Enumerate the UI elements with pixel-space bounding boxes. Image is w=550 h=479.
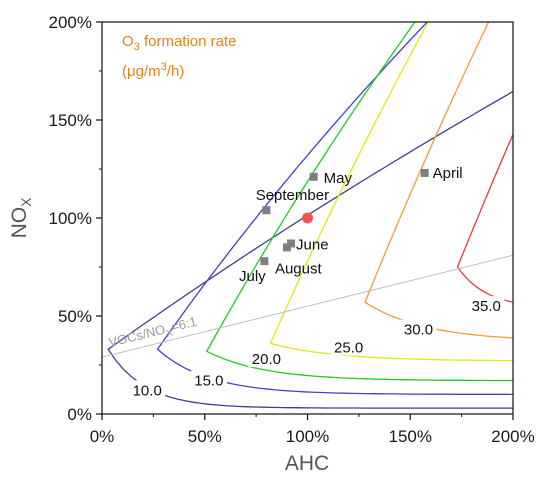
- ratio-line: [102, 254, 513, 358]
- y-tick-label: 50%: [58, 307, 92, 326]
- reference-point: [302, 212, 313, 224]
- month-label-june: June: [296, 236, 329, 253]
- month-label-april: April: [433, 165, 463, 182]
- contour-15.0: [156, 22, 513, 396]
- contour-label: 15.0: [194, 373, 223, 390]
- x-tick-label: 150%: [389, 427, 432, 446]
- month-label-may: May: [324, 170, 353, 187]
- ratio-line-label: VOCs/NOX=6:1: [107, 314, 199, 354]
- contour-label-bg: [330, 337, 367, 356]
- contour-label: 25.0: [334, 339, 363, 356]
- contour-30.0: [364, 22, 513, 339]
- contour-label-bg: [400, 319, 437, 338]
- legend-title: O3 formation rate: [122, 33, 237, 53]
- month-marker-september: [262, 206, 271, 215]
- y-axis-title: NOX: [8, 197, 34, 239]
- contour-label-bg: [248, 349, 285, 368]
- contour-label-bg: [190, 370, 227, 389]
- x-tick-label: 100%: [286, 427, 329, 446]
- y-tick-label: 0%: [67, 405, 92, 424]
- month-marker-june: [287, 239, 296, 248]
- contour-20.0: [205, 22, 513, 382]
- contour-25.0: [269, 22, 513, 362]
- x-tick-label: 0%: [90, 427, 115, 446]
- contour-lines: [107, 22, 513, 409]
- y-tick-label: 100%: [49, 209, 92, 228]
- contour-label-bg: [468, 296, 505, 315]
- y-tick-label: 200%: [49, 13, 92, 32]
- month-label-september: September: [256, 187, 329, 204]
- month-marker-august: [282, 243, 291, 252]
- axis-ticks: 0% 0% 50% 50% 100% 100% 150% 150% 200% 200%: [49, 13, 535, 446]
- contour-10.0: [107, 90, 513, 409]
- month-label-july: July: [239, 268, 266, 285]
- contour-35.0: [456, 132, 513, 303]
- month-marker-april: [420, 168, 429, 177]
- x-tick-label: 50%: [188, 427, 222, 446]
- x-axis-title: AHC: [285, 452, 329, 475]
- contour-label-bg: [129, 380, 166, 399]
- month-label-august: August: [275, 260, 323, 277]
- contour-label: 30.0: [404, 322, 433, 339]
- contour-labels: 10.0 15.0 20.0 25.0 30.0 35.0: [129, 296, 505, 399]
- y-tick-label: 150%: [49, 111, 92, 130]
- legend: O3 formation rate (μg/m3/h): [122, 33, 237, 80]
- contour-label: 10.0: [133, 382, 162, 399]
- month-marker-july: [260, 257, 269, 266]
- contour-label: 20.0: [252, 351, 281, 368]
- month-marker-may: [309, 172, 318, 181]
- legend-unit: (μg/m3/h): [122, 61, 184, 80]
- contour-label: 35.0: [472, 298, 501, 315]
- x-tick-label: 200%: [491, 427, 534, 446]
